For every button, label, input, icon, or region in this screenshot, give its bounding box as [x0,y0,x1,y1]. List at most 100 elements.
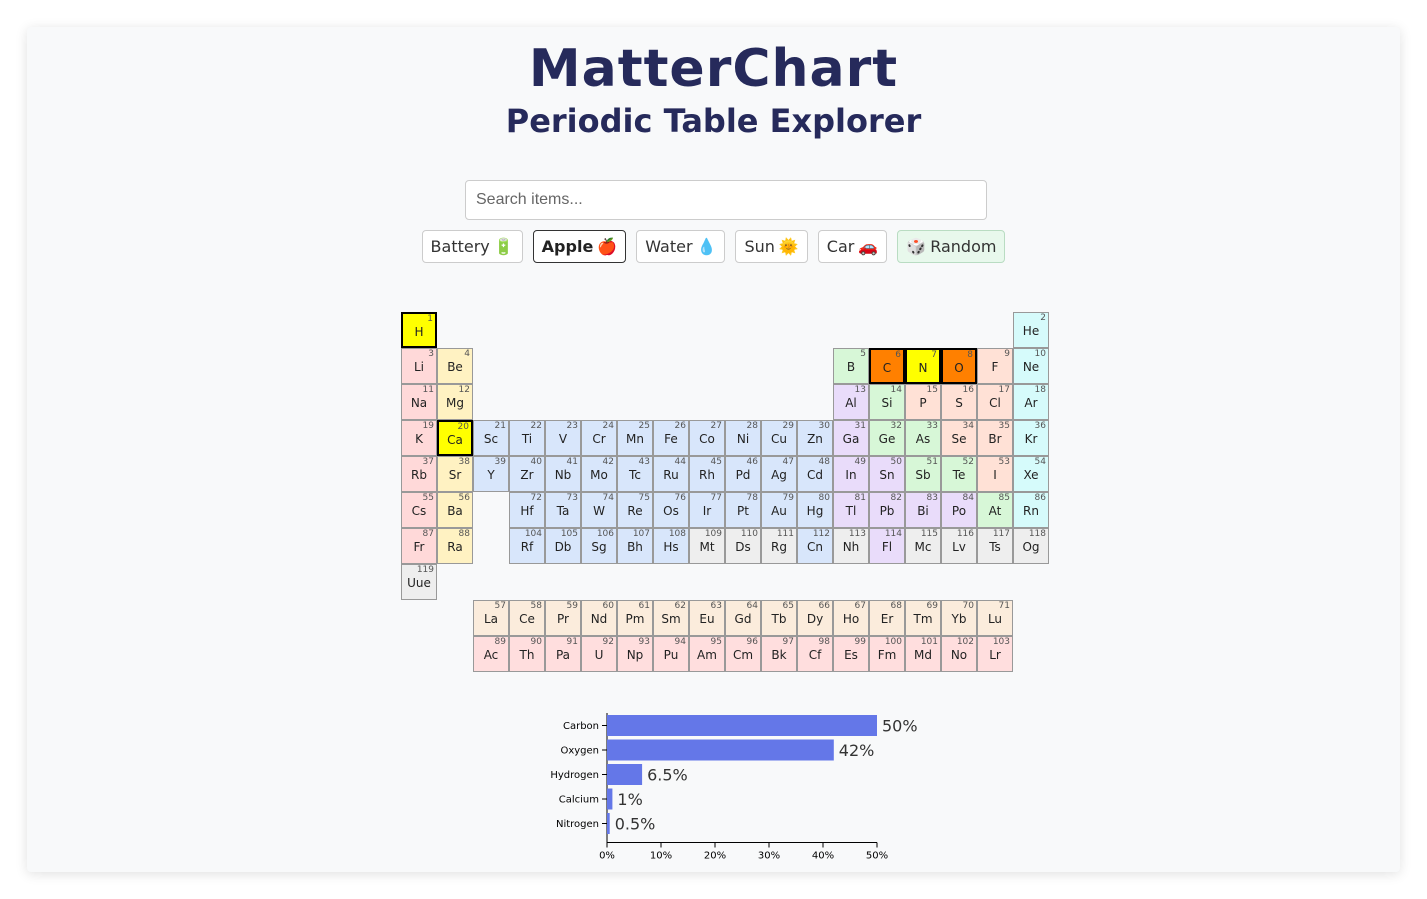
element-cell-ho[interactable]: 67 Ho [833,600,869,636]
item-button-water[interactable]: Water 💧 [636,230,726,263]
element-cell-ba[interactable]: 56 Ba [437,492,473,528]
element-cell-hs[interactable]: 108 Hs [653,528,689,564]
element-cell-po[interactable]: 84 Po [941,492,977,528]
element-cell-ce[interactable]: 58 Ce [509,600,545,636]
element-cell-dy[interactable]: 66 Dy [797,600,833,636]
element-cell-li[interactable]: 3 Li [401,348,437,384]
element-cell-kr[interactable]: 36 Kr [1013,420,1049,456]
element-cell-br[interactable]: 35 Br [977,420,1013,456]
element-cell-ir[interactable]: 77 Ir [689,492,725,528]
element-cell-cr[interactable]: 24 Cr [581,420,617,456]
element-cell-cf[interactable]: 98 Cf [797,636,833,672]
element-cell-cs[interactable]: 55 Cs [401,492,437,528]
element-cell-uue[interactable]: 119 Uue [401,564,437,600]
element-cell-db[interactable]: 105 Db [545,528,581,564]
element-cell-cu[interactable]: 29 Cu [761,420,797,456]
element-cell-ag[interactable]: 47 Ag [761,456,797,492]
element-cell-md[interactable]: 101 Md [905,636,941,672]
element-cell-tb[interactable]: 65 Tb [761,600,797,636]
element-cell-th[interactable]: 90 Th [509,636,545,672]
element-cell-u[interactable]: 92 U [581,636,617,672]
element-cell-sc[interactable]: 21 Sc [473,420,509,456]
element-cell-rb[interactable]: 37 Rb [401,456,437,492]
element-cell-no[interactable]: 102 No [941,636,977,672]
element-cell-sn[interactable]: 50 Sn [869,456,905,492]
element-cell-pr[interactable]: 59 Pr [545,600,581,636]
random-button[interactable]: 🎲 Random [897,230,1006,263]
element-cell-be[interactable]: 4 Be [437,348,473,384]
element-cell-na[interactable]: 11 Na [401,384,437,420]
item-button-apple[interactable]: Apple 🍎 [532,230,627,263]
element-cell-bh[interactable]: 107 Bh [617,528,653,564]
element-cell-eu[interactable]: 63 Eu [689,600,725,636]
element-cell-fe[interactable]: 26 Fe [653,420,689,456]
element-cell-pa[interactable]: 91 Pa [545,636,581,672]
element-cell-rf[interactable]: 104 Rf [509,528,545,564]
element-cell-mg[interactable]: 12 Mg [437,384,473,420]
element-cell-yb[interactable]: 70 Yb [941,600,977,636]
element-cell-zr[interactable]: 40 Zr [509,456,545,492]
element-cell-bk[interactable]: 97 Bk [761,636,797,672]
element-cell-cl[interactable]: 17 Cl [977,384,1013,420]
element-cell-gd[interactable]: 64 Gd [725,600,761,636]
element-cell-he[interactable]: 2 He [1013,312,1049,348]
element-cell-w[interactable]: 74 W [581,492,617,528]
item-button-sun[interactable]: Sun 🌞 [735,230,808,263]
element-cell-si[interactable]: 14 Si [869,384,905,420]
element-cell-sm[interactable]: 62 Sm [653,600,689,636]
element-cell-s[interactable]: 16 S [941,384,977,420]
element-cell-k[interactable]: 19 K [401,420,437,456]
element-cell-ts[interactable]: 117 Ts [977,528,1013,564]
element-cell-ra[interactable]: 88 Ra [437,528,473,564]
element-cell-mo[interactable]: 42 Mo [581,456,617,492]
element-cell-ac[interactable]: 89 Ac [473,636,509,672]
element-cell-cn[interactable]: 112 Cn [797,528,833,564]
element-cell-zn[interactable]: 30 Zn [797,420,833,456]
element-cell-sr[interactable]: 38 Sr [437,456,473,492]
item-button-car[interactable]: Car 🚗 [817,230,888,263]
element-cell-tl[interactable]: 81 Tl [833,492,869,528]
element-cell-bi[interactable]: 83 Bi [905,492,941,528]
element-cell-er[interactable]: 68 Er [869,600,905,636]
element-cell-re[interactable]: 75 Re [617,492,653,528]
element-cell-ni[interactable]: 28 Ni [725,420,761,456]
element-cell-pt[interactable]: 78 Pt [725,492,761,528]
element-cell-pu[interactable]: 94 Pu [653,636,689,672]
element-cell-co[interactable]: 27 Co [689,420,725,456]
element-cell-rn[interactable]: 86 Rn [1013,492,1049,528]
element-cell-pb[interactable]: 82 Pb [869,492,905,528]
element-cell-as[interactable]: 33 As [905,420,941,456]
element-cell-mn[interactable]: 25 Mn [617,420,653,456]
element-cell-ru[interactable]: 44 Ru [653,456,689,492]
element-cell-tm[interactable]: 69 Tm [905,600,941,636]
element-cell-te[interactable]: 52 Te [941,456,977,492]
element-cell-np[interactable]: 93 Np [617,636,653,672]
element-cell-lu[interactable]: 71 Lu [977,600,1013,636]
element-cell-la[interactable]: 57 La [473,600,509,636]
element-cell-og[interactable]: 118 Og [1013,528,1049,564]
element-cell-ar[interactable]: 18 Ar [1013,384,1049,420]
element-cell-fm[interactable]: 100 Fm [869,636,905,672]
element-cell-pm[interactable]: 61 Pm [617,600,653,636]
element-cell-i[interactable]: 53 I [977,456,1013,492]
element-cell-al[interactable]: 13 Al [833,384,869,420]
element-cell-cm[interactable]: 96 Cm [725,636,761,672]
element-cell-nd[interactable]: 60 Nd [581,600,617,636]
element-cell-ne[interactable]: 10 Ne [1013,348,1049,384]
element-cell-se[interactable]: 34 Se [941,420,977,456]
element-cell-lr[interactable]: 103 Lr [977,636,1013,672]
element-cell-v[interactable]: 23 V [545,420,581,456]
element-cell-y[interactable]: 39 Y [473,456,509,492]
element-cell-fl[interactable]: 114 Fl [869,528,905,564]
element-cell-nb[interactable]: 41 Nb [545,456,581,492]
element-cell-mc[interactable]: 115 Mc [905,528,941,564]
element-cell-ga[interactable]: 31 Ga [833,420,869,456]
element-cell-nh[interactable]: 113 Nh [833,528,869,564]
element-cell-hg[interactable]: 80 Hg [797,492,833,528]
element-cell-xe[interactable]: 54 Xe [1013,456,1049,492]
element-cell-hf[interactable]: 72 Hf [509,492,545,528]
